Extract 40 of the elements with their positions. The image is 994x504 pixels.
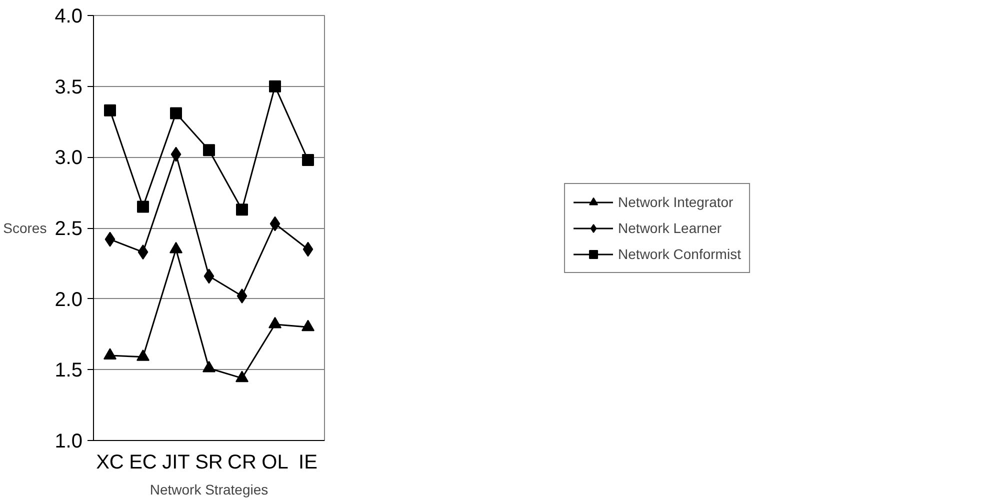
- point: [136, 349, 150, 361]
- point: [170, 146, 182, 162]
- y-tick-label: 1.0: [54, 430, 83, 452]
- y-tick-label: 1.5: [54, 360, 83, 382]
- point: [270, 216, 280, 232]
- y-tick-label: 2.0: [54, 288, 83, 311]
- point: [104, 104, 116, 116]
- point: [236, 204, 248, 216]
- point: [104, 348, 116, 360]
- point: [302, 320, 314, 332]
- y-tick-label: 4.0: [54, 6, 83, 28]
- point: [204, 268, 214, 284]
- x-tick-label: OL: [262, 452, 288, 474]
- point: [269, 80, 281, 92]
- point: [236, 288, 248, 304]
- x-tick-label: EC: [129, 452, 157, 474]
- point: [138, 244, 148, 260]
- legend-label: Network Learner: [618, 220, 722, 236]
- point: [137, 200, 149, 213]
- point: [236, 370, 248, 382]
- x-axis-title: Network Strategies: [150, 482, 268, 498]
- point: [170, 107, 182, 120]
- point: [202, 360, 216, 372]
- point: [302, 154, 314, 166]
- point: [268, 316, 282, 328]
- x-tick-label: SR: [195, 452, 223, 474]
- y-axis-title: Scores: [3, 220, 47, 236]
- point: [170, 242, 182, 254]
- point: [203, 144, 215, 156]
- x-tick-label: IE: [298, 452, 318, 474]
- y-tick-label: 3.5: [54, 76, 83, 98]
- x-tick-label: JIT: [162, 452, 190, 474]
- x-tick-label: XC: [96, 452, 124, 474]
- y-tick-label: 2.5: [54, 218, 83, 240]
- point: [104, 232, 116, 247]
- y-tick-label: 3.0: [54, 147, 83, 170]
- legend-label: Network Integrator: [618, 194, 734, 210]
- legend-label: Network Conformist: [618, 246, 741, 262]
- x-tick-label: CR: [228, 452, 256, 474]
- point: [302, 242, 314, 257]
